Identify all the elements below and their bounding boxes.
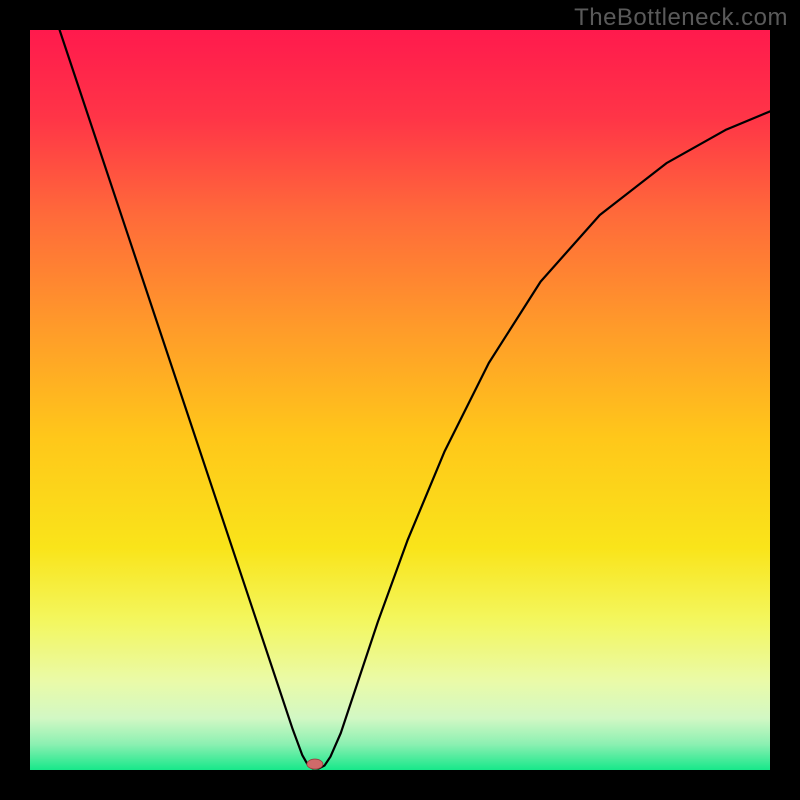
plot-svg xyxy=(30,30,770,770)
watermark-text: TheBottleneck.com xyxy=(574,4,788,32)
optimum-marker xyxy=(307,759,323,769)
plot-background xyxy=(30,30,770,770)
chart-frame: TheBottleneck.com xyxy=(0,0,800,800)
bottleneck-curve-plot xyxy=(30,30,770,770)
